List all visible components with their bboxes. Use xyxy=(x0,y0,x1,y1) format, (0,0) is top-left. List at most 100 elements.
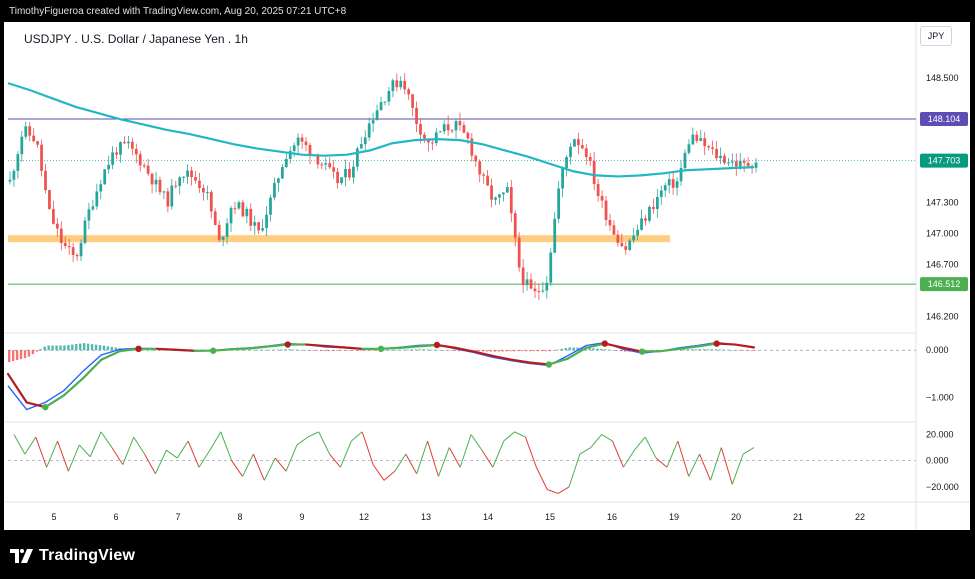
histogram-bar xyxy=(722,349,725,351)
candle-body xyxy=(652,206,655,210)
time-tick-label: 8 xyxy=(237,512,242,522)
histogram-bar xyxy=(604,349,607,351)
time-tick-label: 20 xyxy=(731,512,741,522)
histogram-bar xyxy=(154,350,157,351)
momentum-segment xyxy=(24,436,37,455)
crossover-marker xyxy=(713,340,720,347)
histogram-bar xyxy=(367,350,370,351)
histogram-bar xyxy=(730,349,733,351)
histogram-bar xyxy=(51,345,54,351)
candle-body xyxy=(213,211,217,225)
histogram-bar xyxy=(493,350,496,352)
histogram-bar xyxy=(619,350,623,352)
candle-body xyxy=(253,222,257,226)
time-tick-label: 19 xyxy=(669,512,679,522)
histogram-bar xyxy=(710,349,713,351)
candle-body xyxy=(521,267,525,286)
candle-body xyxy=(36,141,39,145)
histogram-bar xyxy=(55,345,58,351)
time-tick-label: 13 xyxy=(421,512,431,522)
histogram-bar xyxy=(702,349,706,351)
candle-body xyxy=(411,94,414,108)
candle-body xyxy=(537,291,541,293)
candle-body xyxy=(257,222,261,231)
candle-body xyxy=(505,187,509,193)
histogram-bar xyxy=(686,349,690,351)
histogram-bar xyxy=(509,350,512,352)
chart-area[interactable]: 148.500 147.300 147.000 146.700 146.200 148.1… xyxy=(4,22,970,530)
histogram-bar xyxy=(15,350,19,361)
momentum-segment xyxy=(252,453,265,481)
histogram-bar xyxy=(588,348,591,351)
candles xyxy=(8,73,758,301)
histogram-bar xyxy=(548,350,552,352)
histogram-bar xyxy=(300,349,303,351)
candle-body xyxy=(565,157,568,168)
histogram-bar xyxy=(311,350,315,351)
momentum-segment xyxy=(720,447,733,485)
momentum-segment xyxy=(242,453,254,477)
momentum-segment xyxy=(35,436,48,468)
histogram-bar xyxy=(505,350,508,352)
candle-body xyxy=(584,148,588,158)
candle-body xyxy=(667,179,671,186)
histogram-bar xyxy=(23,350,27,359)
momentum-segment xyxy=(709,447,722,481)
momentum-segment xyxy=(437,447,450,477)
crossover-marker xyxy=(135,345,142,353)
symbol-title[interactable]: USDJPY . U.S. Dollar / Japanese Yen . 1h xyxy=(24,32,248,46)
chart-canvas[interactable]: 148.500 147.300 147.000 146.700 146.200 148.1… xyxy=(4,22,970,530)
histogram-bar xyxy=(694,349,698,351)
candle-body xyxy=(553,218,557,253)
histogram-bar xyxy=(410,349,413,351)
momentum-segment xyxy=(590,434,603,448)
candle-body xyxy=(24,126,28,137)
momentum-segment xyxy=(535,467,548,490)
candle-body xyxy=(225,223,229,237)
currency-badge[interactable]: JPY xyxy=(920,26,952,46)
candle-body xyxy=(379,102,383,111)
candle-body xyxy=(352,166,355,178)
histogram-bar xyxy=(11,350,15,362)
signal-line-segment xyxy=(323,344,345,349)
crossover-marker xyxy=(601,340,608,347)
candle-body xyxy=(209,192,213,212)
momentum-segment xyxy=(481,449,494,468)
momentum-segment xyxy=(176,440,189,459)
candle-body xyxy=(738,160,742,167)
histogram-bar xyxy=(446,350,449,351)
crossover-marker xyxy=(638,348,646,355)
candle-body xyxy=(198,180,201,188)
candle-body xyxy=(470,138,474,156)
time-tick-label: 21 xyxy=(793,512,803,522)
momentum-segment xyxy=(329,453,341,468)
candle-body xyxy=(190,170,193,178)
histogram-bar xyxy=(248,349,252,351)
price-tag-label: 148.104 xyxy=(928,114,961,124)
tradingview-logo[interactable]: TradingView xyxy=(10,547,135,565)
momentum-segment xyxy=(263,457,276,481)
histogram-bar xyxy=(568,347,571,351)
histogram-bar xyxy=(31,350,35,355)
momentum-segment xyxy=(285,444,298,472)
candle-body xyxy=(502,192,505,195)
momentum-segment xyxy=(209,431,222,451)
histogram-bar xyxy=(497,350,500,352)
signal-line-segment xyxy=(398,345,420,349)
histogram-bar xyxy=(304,350,307,351)
candle-body xyxy=(20,136,24,155)
histogram-bar xyxy=(256,349,260,351)
histogram-bar xyxy=(698,349,702,351)
histogram-bar xyxy=(83,343,86,351)
histogram-bar xyxy=(98,345,102,351)
candle-body xyxy=(28,126,32,136)
momentum-segment xyxy=(699,453,711,481)
histogram-bar xyxy=(288,349,291,351)
signal-line-segment xyxy=(100,350,122,361)
candle-body xyxy=(592,161,596,185)
signal-line-segment xyxy=(734,343,756,349)
histogram-bar xyxy=(714,349,717,351)
histogram-bar xyxy=(390,349,394,351)
candle-body xyxy=(304,141,308,146)
momentum-segment xyxy=(655,457,668,468)
